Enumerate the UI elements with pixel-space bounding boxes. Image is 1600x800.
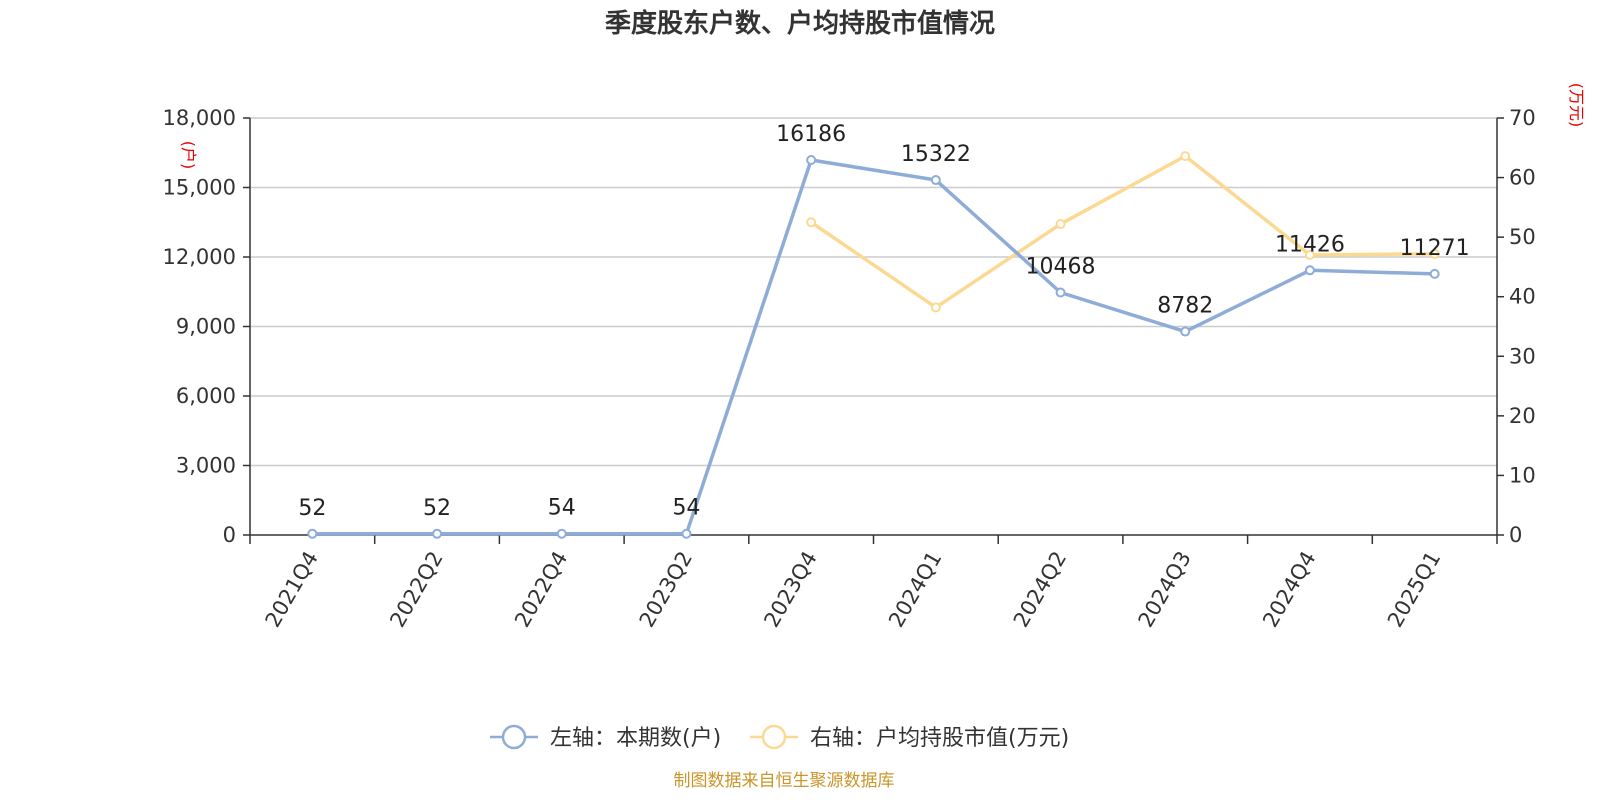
legend-label: 左轴：本期数(户) [550, 726, 721, 751]
right-tick-label: 10 [1509, 463, 1536, 487]
series-1-point [1304, 250, 1315, 261]
right-axis-unit: (万元) [1567, 83, 1586, 128]
series-0-point [681, 528, 692, 539]
legend[interactable]: 左轴：本期数(户) 右轴：户均持股市值(万元) [490, 724, 1069, 751]
left-tick-label: 12,000 [163, 245, 236, 269]
data-label: 54 [548, 496, 576, 521]
chart-title: 季度股东户数、户均持股市值情况 [605, 8, 995, 39]
legend-swatch-marker [501, 724, 527, 750]
left-tick-label: 9,000 [176, 315, 236, 339]
data-label: 16186 [776, 122, 846, 147]
x-tick-label: 2023Q2 [635, 547, 697, 631]
series-0-point [1180, 326, 1191, 337]
right-tick-label: 20 [1509, 404, 1536, 428]
series-0-point [1055, 287, 1066, 298]
legend-label: 右轴：户均持股市值(万元) [810, 726, 1069, 751]
x-tick-label: 2024Q2 [1009, 547, 1071, 631]
x-tick-label: 2024Q4 [1258, 547, 1320, 631]
x-tick-label: 2022Q2 [385, 547, 447, 631]
series-0-point [806, 155, 817, 166]
series-1-point [1055, 219, 1066, 230]
right-tick-label: 70 [1509, 106, 1536, 130]
data-label: 54 [672, 496, 700, 521]
data-label: 11426 [1275, 232, 1345, 257]
x-tick-label: 2024Q1 [884, 547, 946, 631]
series-1-point [1180, 151, 1191, 162]
series-0-point [556, 528, 567, 539]
series-line-0 [312, 158, 1435, 536]
series-0-point [1429, 268, 1440, 279]
left-axis-ticks: 0 3,000 6,000 9,000 12,000 15,000 18,000 [163, 106, 250, 547]
right-tick-label: 0 [1509, 523, 1522, 547]
left-tick-label: 18,000 [163, 106, 236, 130]
legend-swatch-marker [761, 724, 787, 750]
data-label: 11271 [1400, 236, 1470, 261]
right-axis-ticks: 0 10 20 30 40 50 60 70 [1497, 106, 1536, 547]
series-0-point [307, 528, 318, 539]
data-label: 15322 [901, 142, 971, 167]
data-labels: 52 52 54 54 16186 15322 10468 8782 11426 11271 [298, 122, 1469, 521]
left-axis-unit: (户) [179, 141, 198, 170]
data-label: 10468 [1026, 254, 1096, 279]
series-0-point [1304, 265, 1315, 276]
series-1-point [806, 217, 817, 228]
series-1-point [930, 302, 941, 313]
x-tick-label: 2023Q4 [759, 547, 821, 631]
x-axis-ticks: 2021Q4 2022Q2 2022Q4 2023Q2 2023Q4 2024Q1 2024… [249, 535, 1498, 631]
gridlines [250, 117, 1497, 467]
x-tick-label: 2025Q1 [1383, 547, 1445, 631]
left-tick-label: 3,000 [176, 454, 236, 478]
right-tick-label: 30 [1509, 344, 1536, 368]
right-tick-label: 40 [1509, 285, 1536, 309]
series-line-1 [810, 154, 1435, 310]
data-label: 8782 [1157, 294, 1213, 319]
x-tick-label: 2022Q4 [510, 547, 572, 631]
left-tick-label: 0 [223, 523, 236, 547]
left-tick-label: 15,000 [163, 176, 236, 200]
right-tick-label: 50 [1509, 225, 1536, 249]
series-1-point [1429, 248, 1440, 259]
left-tick-label: 6,000 [176, 384, 236, 408]
series-layer [307, 151, 1440, 539]
source-note: 制图数据来自恒生聚源数据库 [674, 771, 895, 791]
x-tick-label: 2021Q4 [261, 547, 323, 631]
x-tick-label: 2024Q3 [1133, 547, 1195, 631]
series-0-point [930, 175, 941, 186]
data-label: 52 [298, 496, 326, 521]
right-tick-label: 60 [1509, 166, 1536, 190]
series-0-point [432, 528, 443, 539]
data-label: 52 [423, 496, 451, 521]
